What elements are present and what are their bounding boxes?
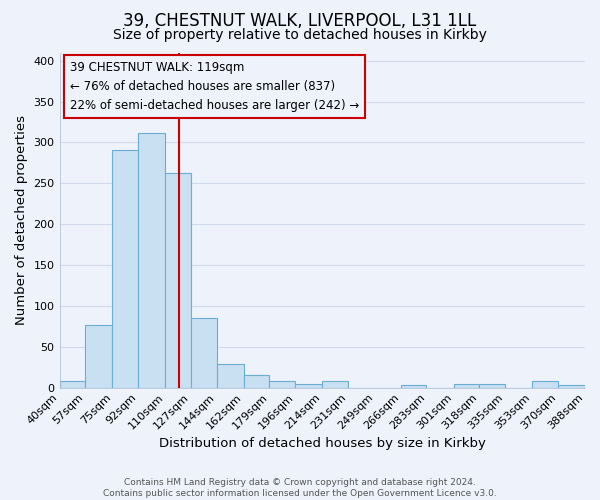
Bar [532, 381, 558, 388]
X-axis label: Distribution of detached houses by size in Kirkby: Distribution of detached houses by size … [159, 437, 486, 450]
Bar [479, 384, 505, 388]
Bar [59, 381, 85, 388]
Text: Contains HM Land Registry data © Crown copyright and database right 2024.
Contai: Contains HM Land Registry data © Crown c… [103, 478, 497, 498]
Bar [165, 172, 191, 388]
Bar [454, 384, 479, 388]
Text: 39, CHESTNUT WALK, LIVERPOOL, L31 1LL: 39, CHESTNUT WALK, LIVERPOOL, L31 1LL [124, 12, 476, 30]
Bar [112, 150, 138, 388]
Bar [217, 364, 244, 388]
Bar [138, 132, 165, 388]
Bar [401, 385, 427, 388]
Bar [191, 318, 217, 388]
Bar [244, 374, 269, 388]
Bar [269, 381, 295, 388]
Text: Size of property relative to detached houses in Kirkby: Size of property relative to detached ho… [113, 28, 487, 42]
Bar [322, 381, 348, 388]
Bar [295, 384, 322, 388]
Text: 39 CHESTNUT WALK: 119sqm
← 76% of detached houses are smaller (837)
22% of semi-: 39 CHESTNUT WALK: 119sqm ← 76% of detach… [70, 60, 359, 112]
Bar [85, 326, 112, 388]
Bar [558, 385, 585, 388]
Y-axis label: Number of detached properties: Number of detached properties [15, 115, 28, 325]
